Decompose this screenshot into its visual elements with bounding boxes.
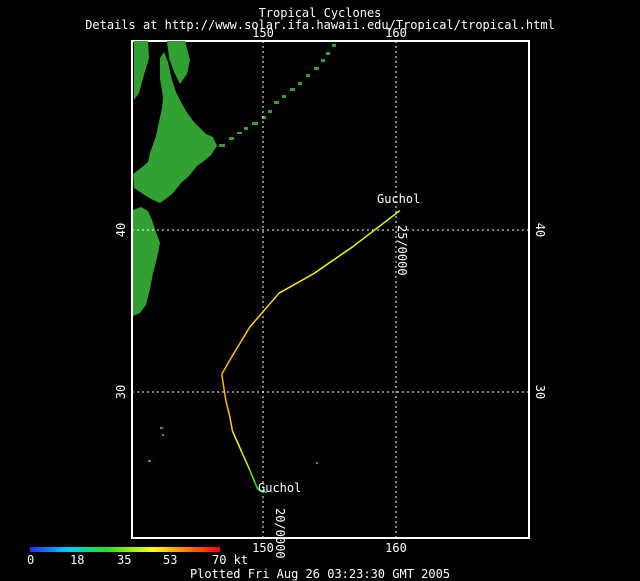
- track-segment: [221, 357, 232, 375]
- lon-tick-bottom-150: 150: [252, 541, 274, 555]
- track-segment: [241, 451, 251, 471]
- plot-timestamp: Plotted Fri Aug 26 03:23:30 GMT 2005: [189, 567, 451, 581]
- track-segment: [254, 482, 259, 490]
- track-segment: [249, 469, 256, 484]
- colorbar-label-35: 35: [117, 553, 132, 567]
- kuril-islands: [219, 44, 336, 147]
- map-title: Tropical Cyclones: [258, 6, 382, 20]
- time-label-20-0000: 20/0000: [273, 508, 287, 559]
- sakhalin-landmass: [134, 41, 149, 100]
- track-segment: [313, 245, 354, 275]
- colorbar-label-18: 18: [70, 553, 85, 567]
- colorbar-label-0: 0: [27, 553, 35, 567]
- track-segment: [230, 326, 251, 359]
- lat-tick-right-40: 40: [533, 223, 547, 237]
- land-masses: [133, 41, 336, 464]
- lat-tick-left-40: 40: [114, 223, 128, 237]
- track-segment: [221, 374, 227, 401]
- wind-colorbar: [30, 547, 220, 552]
- track-segment: [257, 488, 268, 494]
- track-segment: [278, 273, 314, 294]
- storm-label-end: Guchol: [258, 481, 301, 495]
- track-segment: [229, 416, 234, 432]
- track-segment: [352, 209, 401, 247]
- lon-tick-top-160: 160: [385, 26, 407, 40]
- storm-label-start: Guchol: [377, 192, 420, 206]
- lon-tick-bottom-160: 160: [385, 541, 407, 555]
- time-label-25-0000: 25/0000: [395, 225, 409, 276]
- track-segment: [231, 430, 243, 453]
- lon-tick-top-150: 150: [252, 26, 274, 40]
- lat-tick-left-30: 30: [114, 385, 128, 399]
- hokkaido-landmass: [133, 52, 217, 203]
- small-islands: [148, 427, 318, 464]
- honshu-landmass: [133, 207, 160, 316]
- colorbar-label-70kt: 70 kt: [212, 553, 249, 567]
- colorbar-label-53: 53: [163, 553, 178, 567]
- track-segment: [225, 399, 231, 417]
- map-subtitle: Details at http://www.solar.ifa.hawaii.e…: [85, 18, 555, 32]
- track-segment: [249, 292, 280, 328]
- lat-tick-right-30: 30: [533, 385, 547, 399]
- map-frame: [131, 40, 530, 539]
- storm-track: [221, 209, 401, 494]
- lat-lon-grid: [132, 41, 529, 538]
